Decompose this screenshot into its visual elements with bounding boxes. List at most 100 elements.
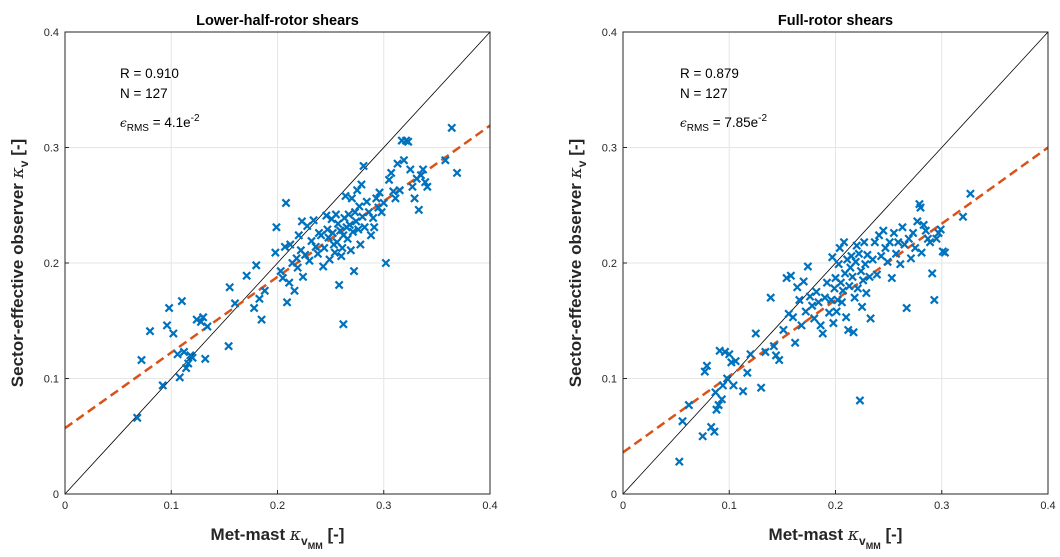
data-point (285, 240, 295, 249)
data-point (927, 269, 937, 278)
data-point (738, 386, 748, 396)
annotation-rms: ϵRMS = 7.85e-2 (680, 113, 767, 134)
data-point (242, 271, 252, 281)
data-point (860, 259, 870, 269)
data-point (731, 356, 741, 366)
data-point (224, 341, 234, 351)
data-point (709, 427, 719, 437)
data-point (809, 314, 819, 323)
data-point (230, 299, 240, 308)
data-point (858, 275, 868, 285)
y-tick-label: 0 (53, 489, 59, 501)
data-point (885, 237, 895, 247)
data-point (369, 222, 379, 232)
data-point (359, 161, 368, 171)
data-point (319, 243, 329, 253)
data-point (684, 400, 694, 410)
data-point (175, 372, 185, 382)
data-point (164, 303, 174, 313)
data-point (852, 241, 862, 251)
data-point (440, 155, 450, 165)
data-point (348, 227, 358, 237)
data-point (179, 347, 189, 357)
data-point (902, 303, 912, 313)
data-point (293, 263, 303, 272)
data-point (282, 297, 292, 307)
data-point (393, 159, 402, 169)
data-point (844, 281, 854, 291)
data-point (452, 168, 462, 178)
data-point (132, 413, 142, 423)
chart-title: Full-rotor shears (778, 13, 893, 29)
data-point (698, 431, 708, 441)
data-point (302, 221, 312, 231)
data-point (792, 282, 802, 292)
data-point (418, 165, 428, 174)
data-point (910, 243, 920, 253)
data-point (251, 260, 261, 270)
y-tick-label: 0.1 (44, 374, 59, 386)
identity-line (622, 31, 1049, 495)
data-point (850, 293, 860, 303)
data-point (916, 203, 925, 212)
data-point (848, 272, 857, 282)
data-point (249, 303, 259, 313)
data-point (814, 297, 823, 307)
data-point (853, 284, 863, 293)
data-point (857, 302, 867, 312)
data-point (811, 287, 821, 297)
data-point (347, 193, 357, 203)
data-point (353, 225, 363, 234)
data-point (346, 245, 356, 255)
data-point (912, 217, 922, 226)
data-point (760, 347, 770, 357)
data-point (270, 248, 280, 257)
data-point (280, 242, 290, 252)
data-point (854, 249, 864, 259)
data-point (395, 185, 405, 195)
data-point (868, 255, 878, 264)
data-point (889, 228, 899, 238)
data-point (158, 381, 168, 390)
data-point (323, 225, 332, 234)
data-point (137, 355, 146, 365)
data-point (355, 240, 365, 249)
x-tick-label: 0 (62, 500, 68, 512)
annotation-rms: ϵRMS = 4.1e-2 (120, 113, 200, 134)
data-point (298, 272, 308, 282)
y-tick-label: 0.2 (44, 258, 59, 270)
data-point (338, 319, 348, 329)
data-point (377, 207, 387, 217)
data-point (836, 278, 846, 288)
data-point (318, 262, 328, 271)
data-point (936, 225, 946, 234)
data-point (828, 318, 838, 328)
data-point (834, 259, 844, 269)
data-point (929, 295, 939, 305)
data-point (362, 197, 372, 207)
data-point (325, 255, 334, 264)
y-tick-label: 0.4 (602, 27, 617, 39)
x-tick-label: 0.3 (934, 500, 949, 512)
data-point (801, 307, 811, 316)
data-point (870, 237, 880, 247)
data-point (805, 292, 815, 301)
data-point (678, 416, 687, 426)
data-point (832, 307, 841, 316)
data-point (181, 363, 191, 373)
data-point (856, 266, 866, 276)
data-point (891, 249, 901, 259)
data-point (872, 270, 882, 279)
data-point (333, 219, 343, 229)
x-tick-label: 0 (620, 500, 626, 512)
data-point (794, 295, 804, 305)
data-point (162, 320, 172, 330)
data-point (416, 170, 426, 180)
y-tick-label: 0.2 (602, 258, 617, 270)
data-point (196, 317, 206, 327)
data-point (751, 329, 761, 338)
data-point (966, 189, 975, 199)
x-tick-label: 0.2 (270, 500, 285, 512)
data-point (861, 288, 871, 298)
data-point (272, 222, 281, 232)
